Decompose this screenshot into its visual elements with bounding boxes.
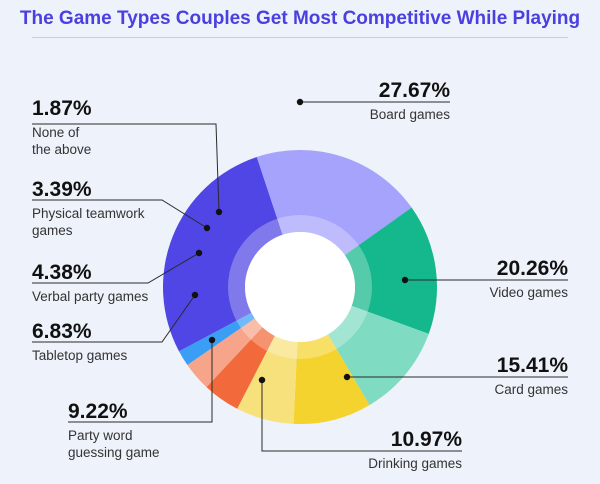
data-label-card-games: 15.41%: [497, 354, 569, 377]
slice-video-games: [256, 150, 412, 256]
data-label-party-word-guessing-game: 9.22%: [68, 400, 128, 423]
slice-party-word-guessing-game: [293, 334, 370, 424]
data-label-board-games: 27.67%: [379, 79, 451, 102]
slice-physical-teamwork-games: [187, 318, 263, 388]
leader-dot-tabletop-games: [191, 291, 199, 299]
leader-line-tabletop-games: [32, 294, 196, 343]
category-label-tabletop-games: Tabletop games: [32, 348, 128, 363]
leader-dot-board-games: [296, 98, 304, 106]
data-label-video-games: 20.26%: [497, 257, 569, 280]
slice-board-games: [163, 156, 283, 352]
category-label-verbal-party-games: Verbal party games: [32, 289, 149, 304]
category-label-card-games: Card games: [494, 382, 568, 397]
data-label-verbal-party-games: 4.38%: [32, 261, 92, 284]
title-divider: [32, 37, 568, 38]
data-label-physical-teamwork-games: 3.39%: [32, 178, 92, 201]
slice-none-of-the-above: [179, 312, 255, 366]
leader-dot-drinking-games: [258, 376, 266, 384]
leader-line-verbal-party-games: [32, 252, 200, 284]
category-label-party-word-guessing-game: Party word guessing game: [68, 428, 160, 460]
slice-drinking-games: [327, 305, 429, 406]
donut-center-hole: [245, 232, 355, 342]
leader-line-physical-teamwork-games: [32, 199, 208, 229]
leader-line-party-word-guessing-game: [68, 340, 213, 423]
leader-line-drinking-games: [261, 380, 462, 452]
slice-tabletop-games: [237, 335, 298, 424]
data-label-tabletop-games: 6.83%: [32, 320, 92, 343]
leader-dot-none-of-the-above: [215, 208, 223, 216]
data-label-drinking-games: 10.97%: [391, 428, 463, 451]
data-label-none-of-the-above: 1.87%: [32, 97, 92, 120]
slice-verbal-party-games: [206, 327, 275, 409]
slice-card-games: [344, 207, 437, 334]
chart-title: The Game Types Couples Get Most Competit…: [19, 8, 581, 29]
leader-dot-video-games: [401, 276, 409, 284]
category-label-none-of-the-above: None of the above: [32, 125, 91, 157]
category-label-drinking-games: Drinking games: [368, 456, 462, 471]
leader-line-none-of-the-above: [32, 123, 220, 213]
leader-dot-card-games: [343, 373, 351, 381]
leader-dot-physical-teamwork-games: [203, 224, 211, 232]
leader-dot-party-word-guessing-game: [208, 336, 216, 344]
category-label-board-games: Board games: [370, 107, 451, 122]
category-label-video-games: Video games: [489, 285, 568, 300]
category-label-physical-teamwork-games: Physical teamwork games: [32, 206, 145, 238]
leader-dot-verbal-party-games: [195, 249, 203, 257]
